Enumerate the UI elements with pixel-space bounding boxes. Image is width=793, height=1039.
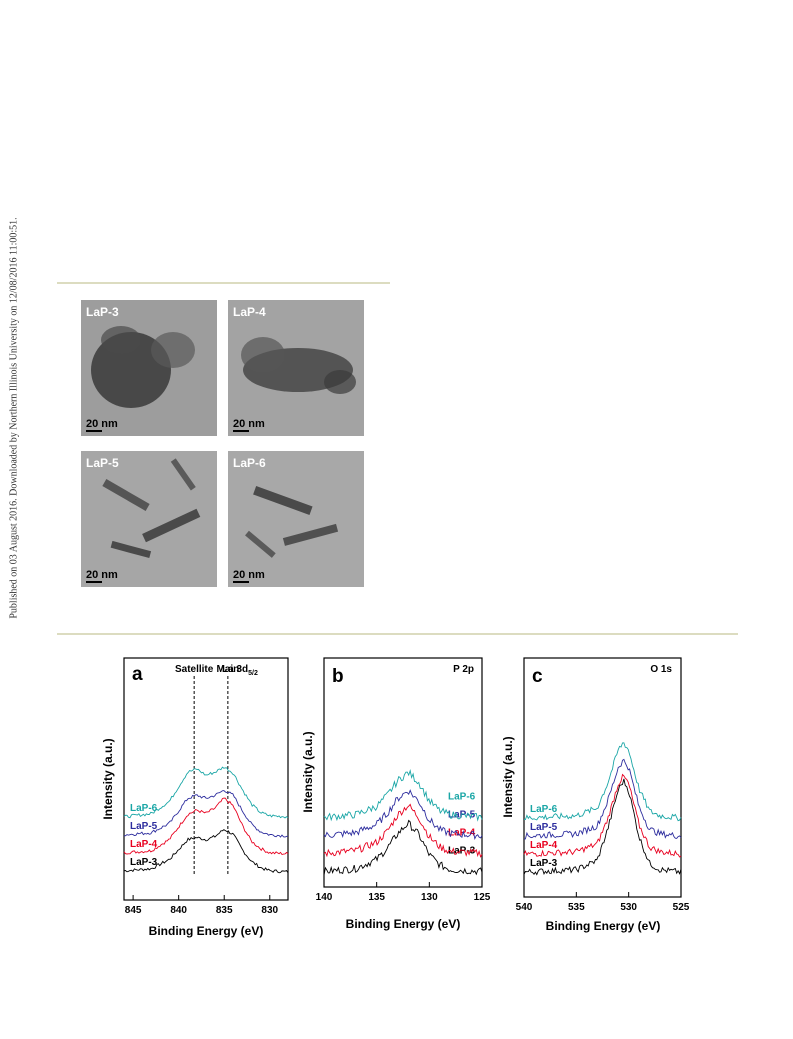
x-tick-label: 540 xyxy=(516,902,533,913)
tem-label: LaP-5 xyxy=(86,456,119,470)
tem-texture xyxy=(228,300,364,436)
plot-frame xyxy=(123,657,289,901)
spectrum-line-lap-5 xyxy=(523,758,682,840)
scale-bar xyxy=(86,581,102,583)
peak-marker-label: Main xyxy=(216,664,239,675)
tem-texture xyxy=(228,451,364,587)
x-tick-label: 530 xyxy=(620,902,637,913)
plot-frame xyxy=(323,657,483,888)
spectrum-line-lap-6 xyxy=(323,768,483,822)
series-group: LaP-3 LaP-4 LaP-5 LaP-6 xyxy=(523,742,682,876)
y-axis-label: Intensity (a.u.) xyxy=(501,736,515,817)
x-tick-label: 835 xyxy=(216,905,233,916)
panel-title: P 2p xyxy=(453,664,474,675)
tem-image-lap3: LaP-3 20 nm xyxy=(81,300,217,436)
scale-bar xyxy=(233,430,249,432)
download-watermark: Published on 03 August 2016. Downloaded … xyxy=(0,0,30,1039)
spectrum-line-lap-3 xyxy=(323,819,483,876)
tem-texture xyxy=(81,451,217,587)
x-tick-label: 845 xyxy=(125,905,142,916)
panel-letter: a xyxy=(132,664,143,685)
series-label: LaP-4 xyxy=(130,839,158,850)
spectrum-line-lap-5 xyxy=(323,789,483,840)
spectrum-line-lap-4 xyxy=(123,797,289,856)
series-label: LaP-3 xyxy=(130,857,158,868)
x-ticks: 540 535 530 525 xyxy=(516,892,690,913)
series-label: LaP-3 xyxy=(448,845,476,856)
x-ticks: 140 135 130 125 xyxy=(316,882,491,903)
top-divider xyxy=(57,282,390,284)
x-tick-label: 130 xyxy=(421,892,438,903)
spectrum-line-lap-5 xyxy=(123,790,289,838)
spectrum-line-lap-6 xyxy=(524,742,682,822)
tem-label: LaP-6 xyxy=(233,456,266,470)
spectrum-line-lap-6 xyxy=(123,766,289,819)
tem-image-lap5: LaP-5 20 nm xyxy=(81,451,217,587)
y-axis-label: Intensity (a.u.) xyxy=(101,738,115,819)
watermark-text: Published on 03 August 2016. Downloaded … xyxy=(8,217,20,619)
plot-frame xyxy=(523,657,682,898)
peak-marker-label: Satellite xyxy=(175,664,214,675)
series-label: LaP-4 xyxy=(448,827,476,838)
tem-image-lap4: LaP-4 20 nm xyxy=(228,300,364,436)
panel-letter: c xyxy=(532,666,543,687)
x-axis-label: Binding Energy (eV) xyxy=(149,924,264,938)
tem-label: LaP-4 xyxy=(233,305,266,319)
tem-image-lap6: LaP-6 20 nm xyxy=(228,451,364,587)
tem-label: LaP-3 xyxy=(86,305,119,319)
panel-title: La 3d5/2 xyxy=(222,664,258,677)
series-label: LaP-3 xyxy=(530,858,558,869)
spectrum-line-lap-4 xyxy=(323,803,483,858)
x-ticks: 845 840 835 830 xyxy=(125,895,279,916)
x-tick-label: 830 xyxy=(261,905,278,916)
panel-title: O 1s xyxy=(650,664,672,675)
x-tick-label: 135 xyxy=(368,892,385,903)
series-label: LaP-6 xyxy=(530,804,558,815)
series-label: LaP-6 xyxy=(130,803,158,814)
xps-figure: a La 3d5/2 Satellite MainLaP-3LaP-4LaP-5L… xyxy=(101,657,690,938)
x-tick-label: 840 xyxy=(170,905,187,916)
x-tick-label: 525 xyxy=(673,902,690,913)
scale-label: 20 nm xyxy=(86,418,118,430)
scale-label: 20 nm xyxy=(233,418,265,430)
x-axis-label: Binding Energy (eV) xyxy=(546,919,661,933)
tem-texture xyxy=(81,300,217,436)
middle-divider xyxy=(57,633,738,635)
spectrum-line-lap-4 xyxy=(523,773,682,858)
series-label: LaP-4 xyxy=(530,840,558,851)
x-tick-label: 140 xyxy=(316,892,333,903)
x-tick-label: 535 xyxy=(568,902,585,913)
series-group: Satellite Main LaP-3 LaP-4 LaP-5 LaP-6 xyxy=(123,664,289,876)
scale-bar xyxy=(86,430,102,432)
spectrum-line-lap-3 xyxy=(123,829,289,874)
scale-bar xyxy=(233,581,249,583)
series-label: LaP-6 xyxy=(448,791,476,802)
panel-letter: b xyxy=(332,666,344,687)
panel-a: a La 3d5/2 Satellite Main LaP-3 LaP-4 LaP-5 L… xyxy=(101,657,289,938)
series-label: LaP-5 xyxy=(130,821,158,832)
y-axis-label: Intensity (a.u.) xyxy=(301,731,315,812)
scale-label: 20 nm xyxy=(233,569,265,581)
x-axis-label: Binding Energy (eV) xyxy=(346,917,461,931)
x-tick-label: 125 xyxy=(474,892,491,903)
series-label: LaP-5 xyxy=(530,822,558,833)
panel-c: c O 1s LaP-3 LaP-4 LaP-5 LaP-6 540 535 530 525… xyxy=(501,657,690,933)
spectrum-line-lap-3 xyxy=(523,778,682,876)
scale-label: 20 nm xyxy=(86,569,118,581)
